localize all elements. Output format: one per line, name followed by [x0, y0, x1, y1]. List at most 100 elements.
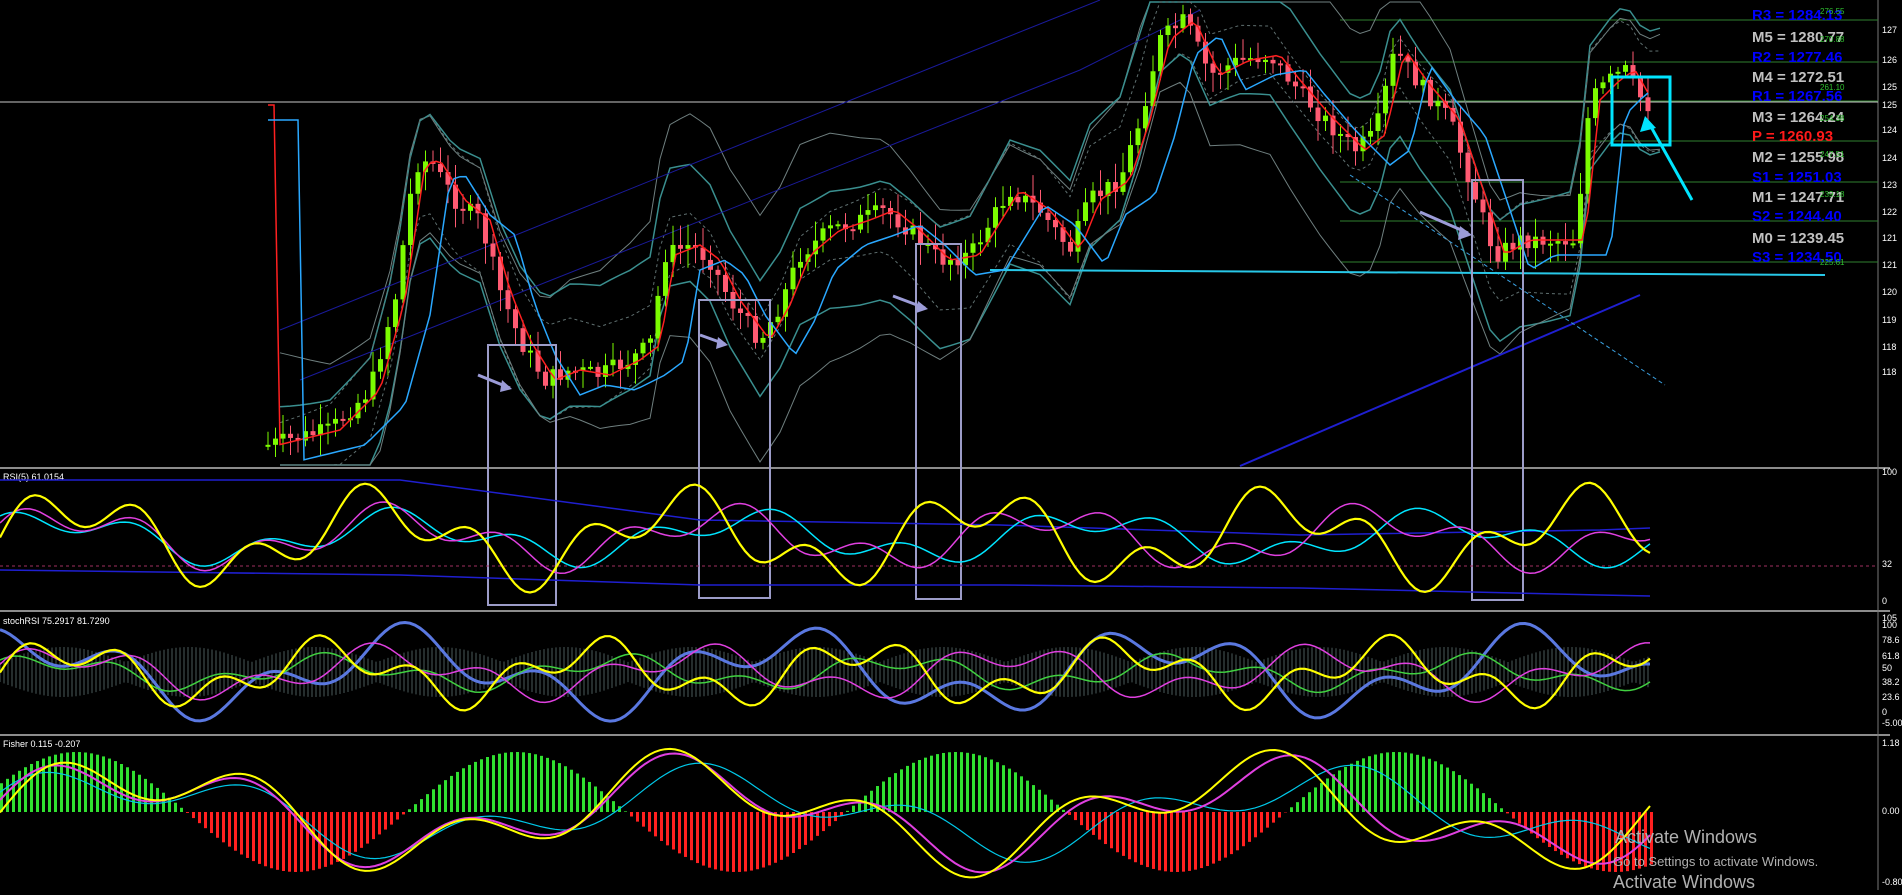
fisher-bar-negative — [330, 812, 333, 865]
fisher-bar-negative — [696, 812, 699, 863]
fisher-bar-positive — [24, 767, 27, 812]
fisher-bar-negative — [1236, 812, 1239, 850]
fisher-bar-negative — [1242, 812, 1245, 846]
candle-body — [866, 210, 871, 215]
candle-body — [1091, 191, 1096, 203]
price-axis-label: 127 — [1882, 25, 1897, 35]
fib-label: 270.88 — [1820, 35, 1845, 44]
fisher-bar-positive — [108, 759, 111, 812]
candle-body — [656, 296, 661, 339]
fisher-bar-positive — [1020, 776, 1023, 812]
fib-label: 239.18 — [1820, 190, 1845, 199]
pivot-label: R2 = 1277.46 — [1752, 49, 1843, 66]
rsi-axis-label: 0 — [1882, 596, 1887, 606]
fisher-bar-positive — [1464, 779, 1467, 812]
fisher-bar-negative — [774, 812, 777, 863]
fisher-bar-positive — [1470, 784, 1473, 812]
fisher-bar-negative — [1194, 812, 1197, 870]
fisher-bar-positive — [66, 752, 69, 812]
candle-body — [281, 434, 286, 439]
candle-body — [723, 275, 728, 292]
fisher-bar-positive — [474, 762, 477, 812]
fisher-axis-label: 1.18 — [1882, 738, 1900, 748]
fisher-bar-positive — [1314, 787, 1317, 812]
fisher-bar-positive — [1044, 795, 1047, 812]
fisher-bar-negative — [1272, 812, 1275, 823]
pivot-label: S2 = 1244.40 — [1752, 208, 1842, 225]
fisher-bar-positive — [1038, 790, 1041, 812]
candle-body — [1158, 35, 1163, 71]
fisher-bar-positive — [1404, 753, 1407, 812]
fisher-bar-negative — [1278, 812, 1281, 818]
fisher-bar-positive — [450, 776, 453, 812]
fisher-bar-positive — [1326, 778, 1329, 812]
stoch-axis-label: 100 — [1882, 620, 1897, 630]
fisher-bar-negative — [1104, 812, 1107, 844]
fisher-bar-positive — [1386, 752, 1389, 812]
candle-body — [491, 244, 496, 257]
fisher-bar-negative — [222, 812, 225, 842]
fisher-bar-negative — [402, 812, 405, 814]
candle-body — [416, 172, 421, 194]
fisher-bar-negative — [702, 812, 705, 866]
candle-body — [1391, 54, 1396, 86]
fisher-bar-negative — [1092, 812, 1095, 835]
candle-body — [611, 360, 616, 366]
fisher-bar-positive — [1428, 759, 1431, 812]
price-axis-label: 124 — [1882, 153, 1897, 163]
candle-body — [618, 360, 623, 369]
fisher-bar-positive — [468, 765, 471, 812]
candle-body — [663, 262, 668, 296]
fisher-bar-positive — [1368, 756, 1371, 812]
fisher-bar-negative — [384, 812, 387, 830]
fisher-bar-positive — [1302, 797, 1305, 812]
fisher-bar-positive — [1494, 803, 1497, 812]
candle-body — [543, 372, 548, 386]
fisher-bar-positive — [960, 752, 963, 812]
fisher-bar-positive — [588, 782, 591, 812]
fisher-bar-positive — [1008, 769, 1011, 812]
fisher-bar-positive — [438, 785, 441, 812]
candle-body — [1616, 72, 1621, 74]
fisher-bar-negative — [360, 812, 363, 848]
fisher-bar-positive — [942, 753, 945, 812]
fisher-axis-label: -0.80 — [1882, 877, 1902, 887]
fisher-bar-positive — [528, 753, 531, 812]
candle-body — [948, 260, 953, 265]
candle-body — [1593, 88, 1598, 118]
fisher-bar-negative — [1110, 812, 1113, 848]
fisher-bar-negative — [1080, 812, 1083, 825]
fisher-bar-positive — [936, 754, 939, 812]
candle-body — [408, 194, 413, 245]
fisher-bar-positive — [846, 811, 849, 812]
fisher-bar-negative — [654, 812, 657, 836]
fisher-bar-negative — [1230, 812, 1233, 854]
watermark-line-3: Activate Windows — [1613, 872, 1755, 890]
fisher-bar-negative — [1140, 812, 1143, 865]
candle-body — [1136, 128, 1141, 145]
fisher-bar-positive — [96, 755, 99, 812]
fisher-bar-positive — [516, 752, 519, 812]
fisher-bar-negative — [276, 812, 279, 870]
fisher-bar-positive — [1356, 761, 1359, 812]
fisher-bar-positive — [996, 762, 999, 812]
fisher-bar-negative — [246, 812, 249, 858]
fisher-bar-positive — [1290, 807, 1293, 812]
candle-body — [401, 245, 406, 299]
fisher-bar-positive — [924, 758, 927, 812]
price-axis-label: 118 — [1882, 342, 1896, 352]
fisher-bar-negative — [294, 812, 297, 872]
candle-body — [828, 225, 833, 228]
candle-body — [528, 351, 533, 353]
fisher-bar-negative — [270, 812, 273, 868]
candle-body — [851, 229, 856, 231]
fisher-bar-positive — [432, 789, 435, 812]
fisher-bar-negative — [822, 812, 825, 831]
candle-body — [266, 445, 271, 447]
candle-body — [1466, 153, 1471, 182]
candle-body — [716, 270, 721, 275]
stoch-panel-title: stochRSI 75.2917 81.7290 — [3, 616, 110, 626]
candle-body — [318, 424, 323, 435]
fisher-bar-positive — [1308, 792, 1311, 812]
rsi-axis-label: 32 — [1882, 559, 1892, 569]
